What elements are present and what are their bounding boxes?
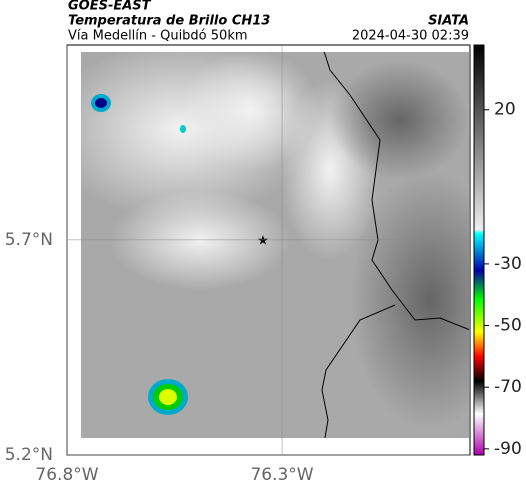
colorbar-tick-label: -30 <box>494 254 522 274</box>
source: GOES-EAST <box>68 0 152 14</box>
colorbar-tick-label: -70 <box>494 377 522 397</box>
agency: SIATA <box>428 14 469 29</box>
colorbar <box>473 44 485 456</box>
product: Temperatura de Brillo CH13 <box>68 14 270 29</box>
x-tick-label: 76.8°W <box>35 465 98 485</box>
region: Vía Medellín - Quibdó 50km <box>68 29 248 44</box>
y-tick-label: 5.7°N <box>5 230 53 250</box>
city-marker: ★ <box>257 234 269 249</box>
colorbar-tick-label: 20 <box>494 100 516 120</box>
imagery <box>81 52 469 438</box>
x-tick-label: 76.3°W <box>250 465 313 485</box>
y-tick-label: 5.2°N <box>5 445 53 465</box>
timestamp: 2024-04-30 02:39 <box>352 29 469 44</box>
colorbar-tick-label: -50 <box>494 316 522 336</box>
colorbar-tick-label: -90 <box>494 439 522 459</box>
